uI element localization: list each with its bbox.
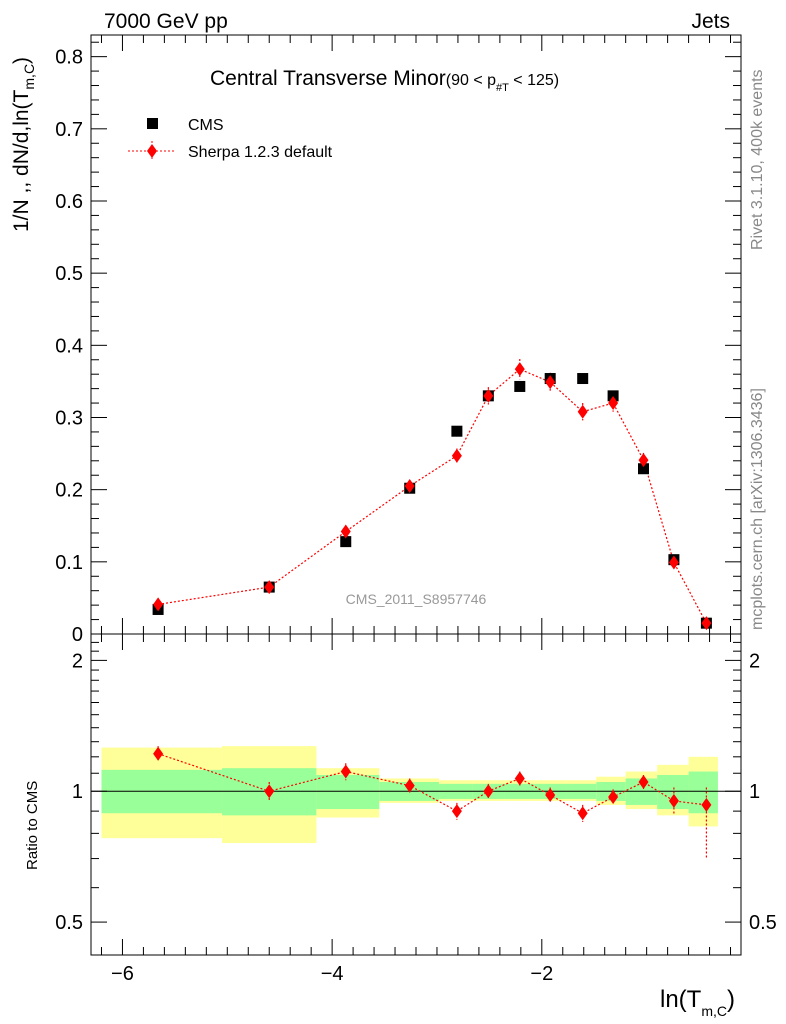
y-tick-label: 0.1 [55, 552, 83, 574]
ratio-data-point [153, 746, 164, 761]
legend-data-marker [147, 118, 158, 129]
chart-title-end: < 125) [509, 72, 559, 89]
chart-title: Central Transverse Minor(90 < p#T < 125) [210, 67, 559, 94]
ratio-data-point [577, 806, 588, 821]
ratio-data-point [668, 793, 679, 808]
ratio-band-inner [316, 774, 380, 810]
ratio-data-point [608, 789, 619, 804]
legend-data-label: CMS [188, 117, 224, 134]
ratio-tick-label-right: 1 [749, 781, 760, 803]
mcplots-label: mcplots.cern.ch [arXiv:1306.3436] [749, 388, 766, 630]
ratio-tick-label: 2 [72, 650, 83, 672]
y-axis-label-main: 1/N ,, dN/d,ln(T [10, 89, 33, 232]
mc-data-point [545, 375, 556, 390]
cms-data-point [577, 373, 589, 385]
cms-data-point [340, 536, 352, 548]
chart-marks [152, 359, 712, 859]
mc-data-point [668, 555, 679, 570]
ratio-data-point [404, 778, 415, 793]
y-tick-label: 0.2 [55, 480, 83, 502]
ratio-tick-label: 1 [72, 781, 83, 803]
x-axis-label-end: ) [727, 986, 735, 1013]
mc-data-point [264, 580, 275, 595]
header-right: Jets [691, 10, 730, 33]
ratio-data-point [264, 784, 275, 799]
ratio-tick-label-right: 2 [749, 650, 760, 672]
ratio-data-point [545, 788, 556, 803]
y-tick-label: 0.6 [55, 191, 83, 213]
cms-data-point [451, 425, 463, 437]
y-tick-label: 0 [72, 624, 83, 646]
y-tick-label: 0.8 [55, 47, 83, 69]
y-tick-label: 0.3 [55, 407, 83, 429]
header-left: 7000 GeV pp [104, 10, 228, 33]
axes: 0 0.1 0.2 0.3 0.4 0.5 0.6 0.7 0.8 −6 −4 −2 0.5 0.5 1 1 2… [55, 34, 777, 985]
mc-data-point [340, 524, 351, 539]
mc-data-point [608, 396, 619, 411]
y-axis-label: 1/N ,, dN/d,ln(Tm,C) [10, 57, 37, 232]
cms-data-point [514, 380, 526, 392]
x-axis-label: ln(Tm,C) [660, 986, 735, 1019]
mc-data-point [483, 388, 494, 403]
x-tick-label: −6 [111, 963, 134, 985]
ratio-data-point [701, 797, 712, 812]
mc-data-point [638, 453, 649, 468]
ratio-tick-label: 0.5 [55, 912, 83, 934]
ratio-data-point [638, 775, 649, 790]
y-axis-label-end: ) [10, 57, 33, 64]
mc-data-point [701, 616, 712, 631]
ratio-bands [101, 746, 718, 844]
chart-title-main: Central Transverse Minor [210, 67, 446, 90]
ratio-data-point [451, 804, 462, 819]
rivet-label: Rivet 3.1.10, 400k events [749, 69, 766, 250]
cms-data-point [638, 463, 649, 475]
x-tick-label: −4 [321, 963, 344, 985]
y-tick-label: 0.4 [55, 335, 83, 357]
ratio-data-point [483, 784, 494, 799]
y-axis-label-sub: m,C [21, 64, 37, 90]
chart-title-suffix: (90 < p [446, 72, 496, 89]
legend-mc-label: Sherpa 1.2.3 default [188, 144, 333, 161]
legend-mc-marker [147, 144, 157, 158]
mc-data-point [451, 448, 462, 463]
y-tick-label: 0.5 [55, 263, 83, 285]
cms-data-point [607, 390, 619, 402]
mc-series-line [158, 368, 707, 624]
x-tick-label: −2 [530, 963, 553, 985]
x-axis-label-sub: m,C [701, 1003, 727, 1019]
mc-data-point [153, 597, 164, 612]
x-axis-label-main: ln(T [660, 986, 702, 1013]
ratio-data-point [514, 771, 525, 786]
mc-data-point [404, 479, 415, 494]
chart-title-sub: #T [496, 82, 509, 94]
ratio-tick-label-right: 0.5 [749, 912, 777, 934]
ratio-data-point [340, 764, 351, 779]
mc-data-point [514, 362, 525, 377]
mc-data-point [577, 404, 588, 419]
ratio-y-label: Ratio to CMS [24, 781, 41, 870]
y-tick-label: 0.7 [55, 119, 83, 141]
watermark: CMS_2011_S8957746 [346, 591, 487, 607]
